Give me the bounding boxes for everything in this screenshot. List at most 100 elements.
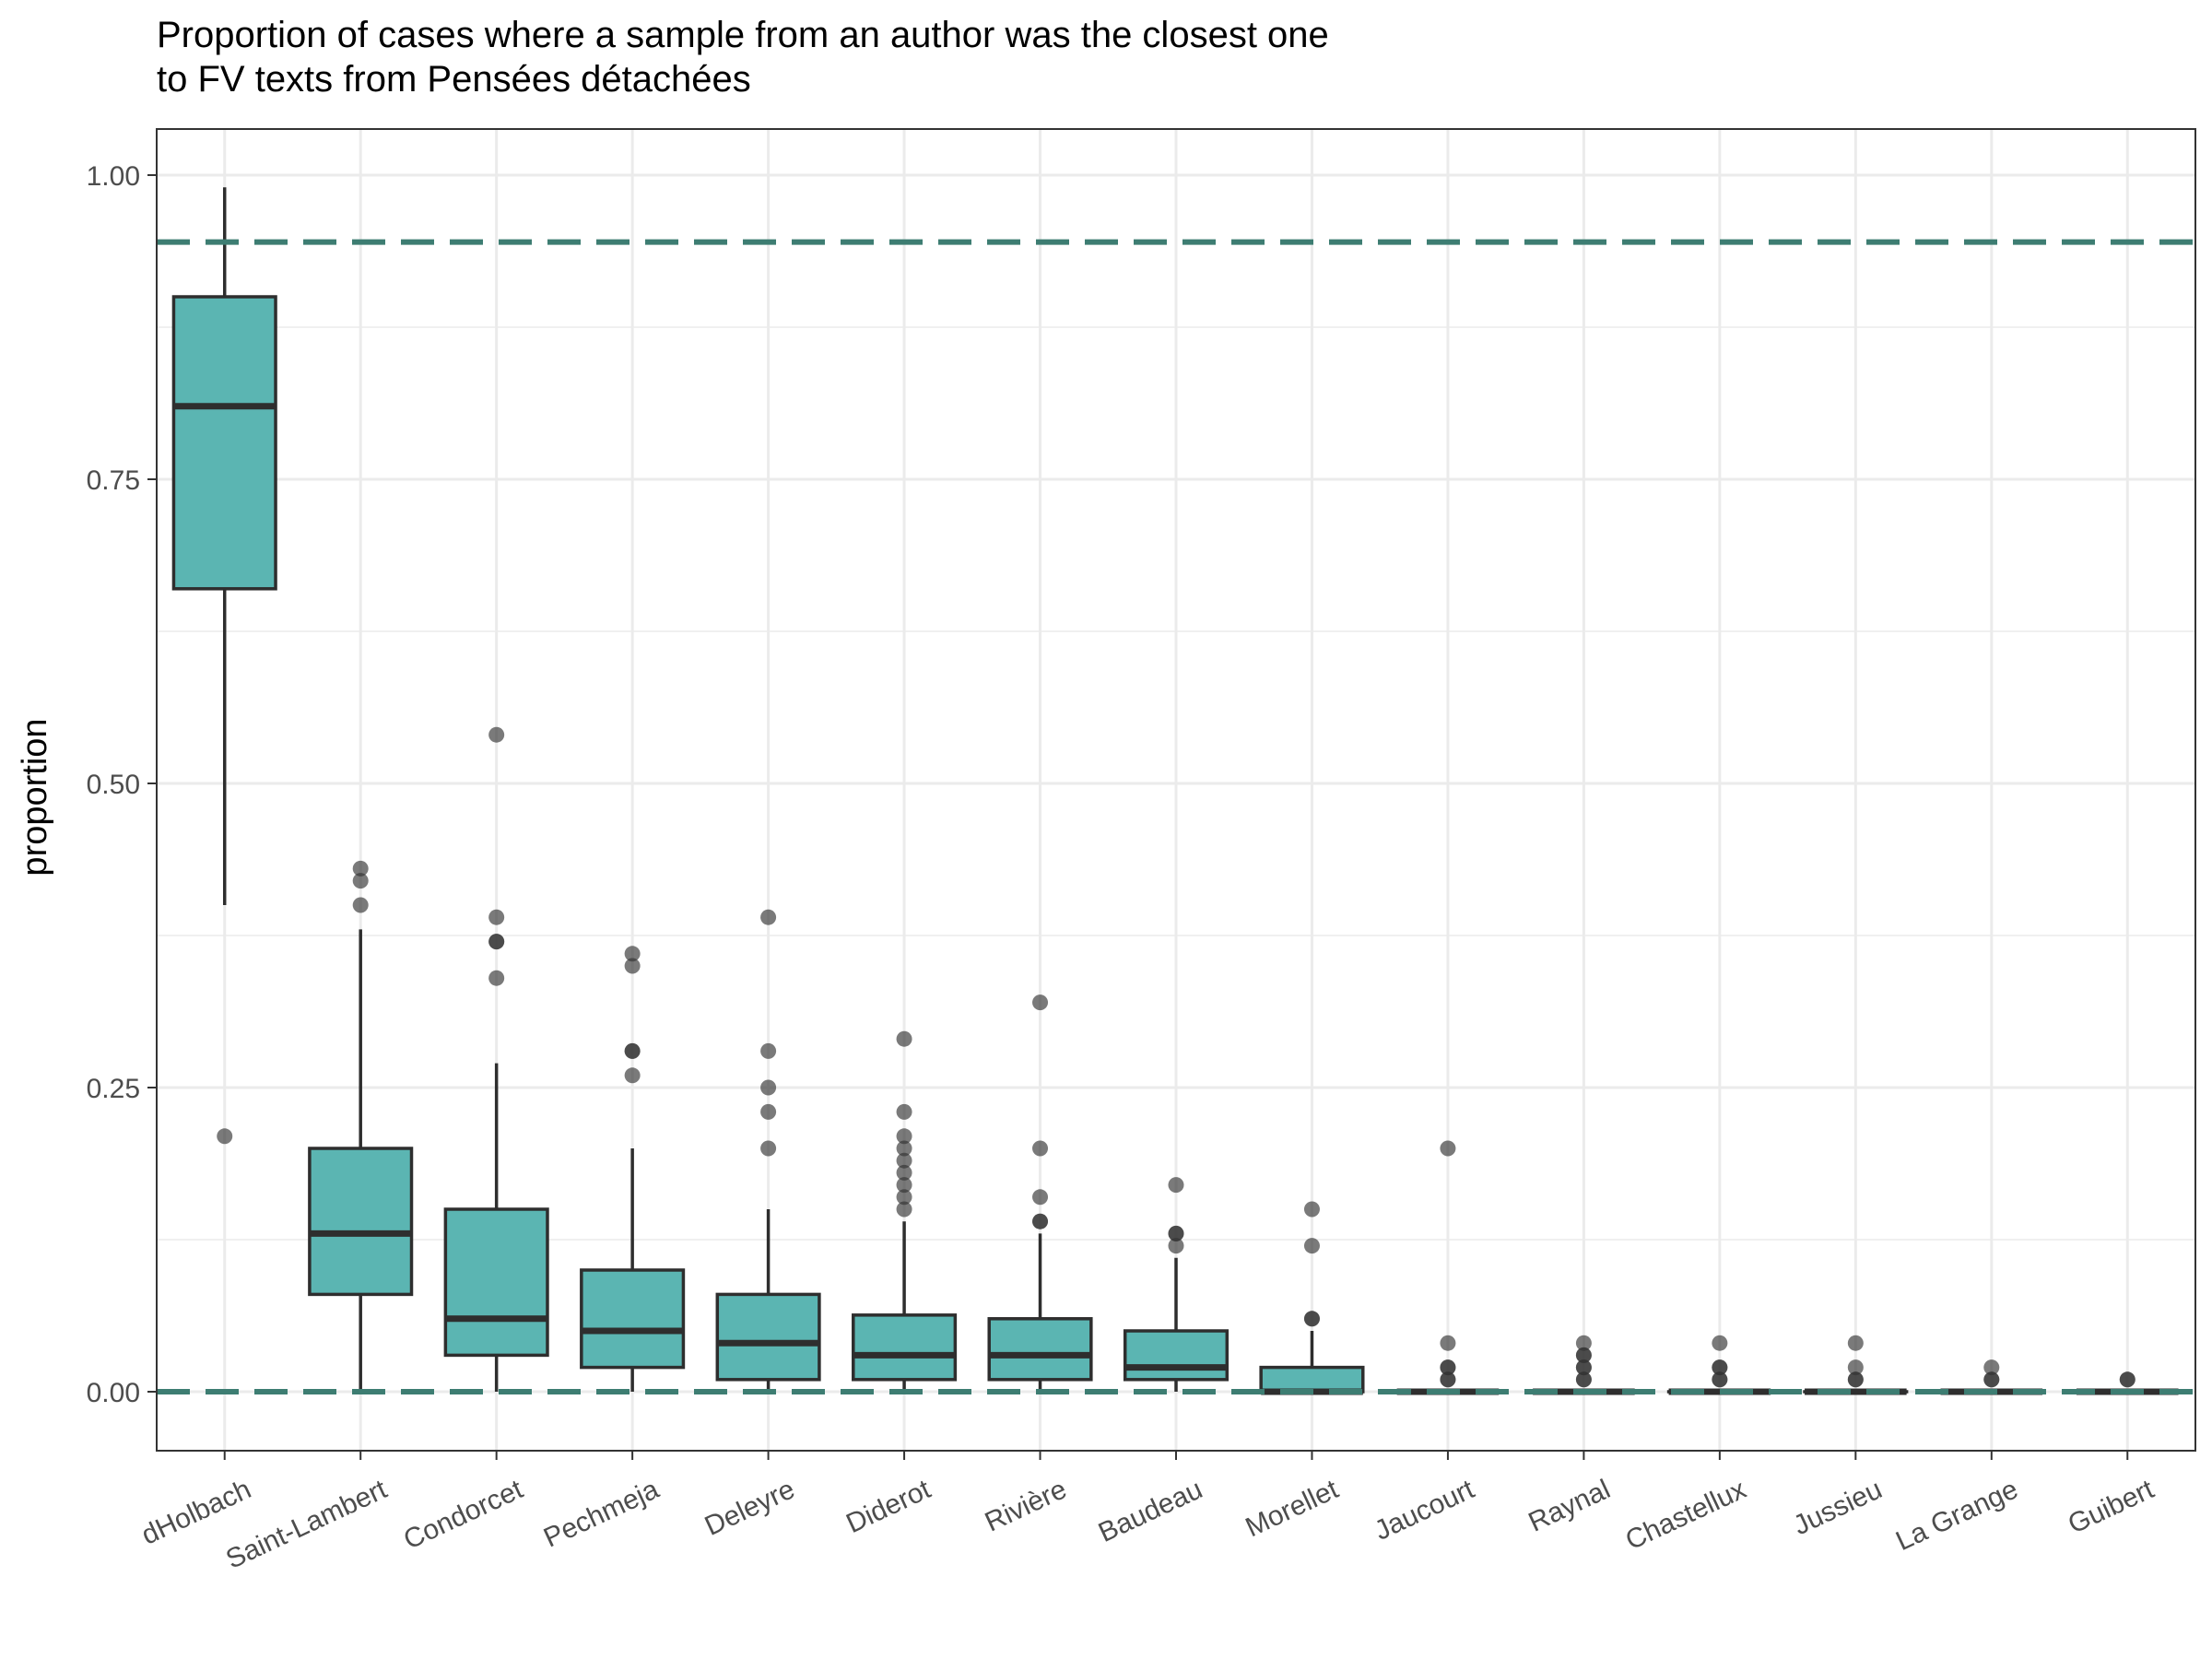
box-body [580, 1268, 686, 1370]
outlier-point [896, 1030, 912, 1047]
box-body [171, 295, 277, 591]
outlier-point [217, 1128, 233, 1145]
box-body [308, 1147, 414, 1297]
outlier-point [1983, 1359, 2000, 1376]
outlier-point [1712, 1371, 1728, 1388]
outlier-point [1168, 1225, 1184, 1241]
outlier-point [1575, 1347, 1592, 1363]
outlier-point [1032, 1140, 1049, 1157]
outlier-point [624, 958, 641, 974]
outlier-point [896, 1152, 912, 1169]
x-tick-label: Morellet [1241, 1474, 1344, 1543]
outlier-point [488, 909, 505, 925]
outlier-point [352, 860, 369, 877]
outlier-point [1712, 1359, 1728, 1376]
box-guibert [2075, 1371, 2181, 1395]
outlier-point [488, 934, 505, 950]
box-body [1123, 1329, 1230, 1382]
outlier-point [352, 897, 369, 913]
outlier-point [760, 1103, 777, 1120]
y-tick-label: 0.00 [87, 1378, 140, 1408]
outlier-point [1440, 1140, 1456, 1157]
box-jussieu [1803, 1335, 1909, 1395]
x-tick-label: Jaucourt [1370, 1474, 1479, 1547]
box-dholbach [171, 187, 277, 1145]
box-baudeau [1123, 1177, 1230, 1392]
outlier-point [352, 873, 369, 889]
outlier-point [1575, 1335, 1592, 1351]
outlier-point [760, 1140, 777, 1157]
outlier-point [760, 1042, 777, 1059]
y-tick-label: 0.50 [87, 770, 140, 800]
outlier-point [1168, 1177, 1184, 1194]
box-raynal [1531, 1335, 1637, 1395]
outlier-point [760, 1079, 777, 1096]
box-deleyre [715, 909, 821, 1392]
box-diderot [852, 1030, 958, 1392]
box-la-grange [1938, 1359, 2044, 1395]
box-morellet [1259, 1201, 1365, 1395]
x-tick-label: Deleyre [700, 1474, 800, 1542]
box-body [715, 1292, 821, 1382]
outlier-point [896, 1128, 912, 1145]
outlier-point [1440, 1335, 1456, 1351]
outlier-point [1032, 994, 1049, 1011]
x-tick-label: Diderot [841, 1474, 935, 1539]
box-pechmeja [580, 946, 686, 1392]
outlier-point [1303, 1311, 1320, 1327]
outlier-point [896, 1103, 912, 1120]
x-tick-label: Condorcet [399, 1474, 528, 1556]
y-axis: 0.00 0.25 0.50 0.75 1.00 [87, 161, 157, 1408]
y-axis-label: proportion [16, 718, 54, 876]
outlier-point [1847, 1359, 1864, 1376]
outlier-point [896, 1189, 912, 1206]
y-tick-label: 0.25 [87, 1074, 140, 1104]
box-body [1259, 1365, 1365, 1394]
outlier-point [2119, 1371, 2136, 1388]
outlier-point [624, 946, 641, 962]
outlier-point [624, 1042, 641, 1059]
chart-title: Proportion of cases where a sample from … [157, 13, 1908, 101]
outlier-point [1983, 1371, 2000, 1388]
box-chastellux [1666, 1335, 1772, 1395]
y-tick-label: 1.00 [87, 161, 140, 192]
outlier-point [1440, 1359, 1456, 1376]
outlier-point [1032, 1189, 1049, 1206]
outlier-point [896, 1201, 912, 1218]
box-body [852, 1313, 958, 1382]
box-rivi-re [987, 994, 1093, 1392]
chart-title-line-2: to FV texts from Pensées détachées [157, 59, 751, 100]
outlier-point [1168, 1238, 1184, 1254]
outlier-point [1575, 1359, 1592, 1376]
chart-title-line-1: Proportion of cases where a sample from … [157, 15, 1329, 55]
x-tick-label: Chastellux [1621, 1474, 1751, 1556]
outlier-point [1712, 1335, 1728, 1351]
x-tick-label: Raynal [1524, 1474, 1616, 1537]
outlier-point [1032, 1213, 1049, 1230]
outlier-point [1847, 1371, 1864, 1388]
x-tick-label: Pechmeja [539, 1474, 664, 1553]
x-tick-label: La Grange [1891, 1474, 2022, 1557]
outlier-point [1303, 1201, 1320, 1218]
outlier-point [896, 1164, 912, 1181]
y-tick-label: 0.75 [87, 465, 140, 496]
outlier-point [1847, 1335, 1864, 1351]
box-saint-lambert [308, 860, 414, 1392]
outlier-point [1440, 1371, 1456, 1388]
x-tick-label: Baudeau [1094, 1474, 1207, 1548]
outlier-point [896, 1140, 912, 1157]
outlier-point [896, 1177, 912, 1194]
outlier-point [1575, 1371, 1592, 1388]
x-tick-label: Jussieu [1789, 1474, 1887, 1541]
outlier-point [624, 1067, 641, 1084]
x-tick-label: Rivière [981, 1474, 1072, 1537]
outlier-point [488, 970, 505, 986]
box-body [443, 1207, 549, 1358]
box-condorcet [443, 726, 549, 1392]
outlier-point [1303, 1238, 1320, 1254]
x-tick-label: Guibert [2064, 1474, 2159, 1540]
outlier-point [760, 909, 777, 925]
outlier-point [488, 726, 505, 743]
